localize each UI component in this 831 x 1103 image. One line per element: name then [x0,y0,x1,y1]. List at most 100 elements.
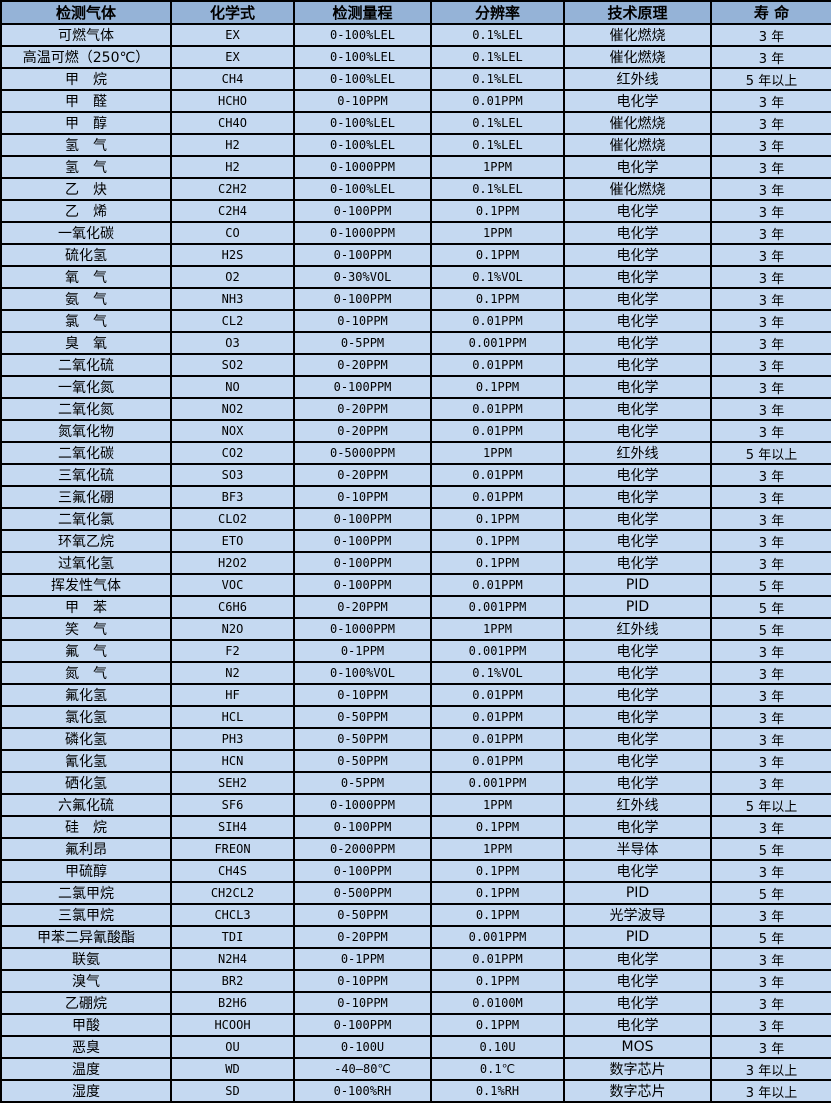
principle-cell: 电化学 [563,771,712,795]
range-cell: 0-100PPM [293,507,432,531]
range-cell: 0-2000PPM [293,837,432,861]
formula-cell: CLO2 [170,507,295,531]
gas-name-cell: 甲酸 [0,1013,172,1037]
range-cell: 0-10PPM [293,683,432,707]
gas-name-cell: 挥发性气体 [0,573,172,597]
principle-cell: 红外线 [563,441,712,465]
lifespan-cell: 3 年 [710,705,831,729]
table-row: 一氧化氮 NO 0-100PPM 0.1PPM 电化学 3 年 [0,375,831,399]
resolution-cell: 0.1%LEL [430,133,565,157]
lifespan-cell: 3 年 [710,529,831,553]
principle-cell: PID [563,573,712,597]
range-cell: 0-100PPM [293,199,432,223]
table-row: 氟化氢 HF 0-10PPM 0.01PPM 电化学 3 年 [0,683,831,707]
lifespan-cell: 3 年 [710,199,831,223]
table-row: 三氟化硼 BF3 0-10PPM 0.01PPM 电化学 3 年 [0,485,831,509]
lifespan-cell: 3 年 [710,111,831,135]
principle-cell: 电化学 [563,309,712,333]
gas-name-cell: 硅 烷 [0,815,172,839]
resolution-cell: 0.01PPM [430,309,565,333]
formula-cell: C6H6 [170,595,295,619]
lifespan-cell: 3 年 [710,661,831,685]
gas-name-cell: 氟利昂 [0,837,172,861]
principle-cell: 电化学 [563,507,712,531]
table-row: 硅 烷 SIH4 0-100PPM 0.1PPM 电化学 3 年 [0,815,831,839]
table-row: 磷化氢 PH3 0-50PPM 0.01PPM 电化学 3 年 [0,727,831,751]
principle-cell: 电化学 [563,705,712,729]
resolution-cell: 0.1PPM [430,375,565,399]
principle-cell: 半导体 [563,837,712,861]
gas-name-cell: 磷化氢 [0,727,172,751]
range-cell: 0-1PPM [293,947,432,971]
range-cell: 0-5PPM [293,771,432,795]
lifespan-cell: 3 年 [710,133,831,157]
gas-name-cell: 甲硫醇 [0,859,172,883]
table-row: 联氨 N2H4 0-1PPM 0.01PPM 电化学 3 年 [0,947,831,971]
formula-cell: CL2 [170,309,295,333]
range-cell: 0-20PPM [293,419,432,443]
table-row: 甲酸 HCOOH 0-100PPM 0.1PPM 电化学 3 年 [0,1013,831,1037]
table-row: 恶臭 OU 0-100U 0.10U MOS 3 年 [0,1035,831,1059]
principle-cell: 电化学 [563,1013,712,1037]
formula-cell: SO2 [170,353,295,377]
range-cell: 0-10PPM [293,969,432,993]
gas-name-cell: 甲 苯 [0,595,172,619]
table-row: 二氧化硫 SO2 0-20PPM 0.01PPM 电化学 3 年 [0,353,831,377]
principle-cell: MOS [563,1035,712,1059]
range-cell: 0-1000PPM [293,155,432,179]
principle-cell: 催化燃烧 [563,23,712,47]
range-cell: 0-20PPM [293,463,432,487]
gas-name-cell: 可燃气体 [0,23,172,47]
gas-name-cell: 氢 气 [0,155,172,179]
formula-cell: PH3 [170,727,295,751]
lifespan-cell: 3 年 [710,375,831,399]
gas-name-cell: 氮氧化物 [0,419,172,443]
range-cell: 0-100PPM [293,859,432,883]
table-row: 高温可燃（250℃） EX 0-100%LEL 0.1%LEL 催化燃烧 3 年 [0,45,831,69]
resolution-cell: 0.1%VOL [430,265,565,289]
principle-cell: 电化学 [563,265,712,289]
gas-name-cell: 联氨 [0,947,172,971]
table-row: 氟 气 F2 0-1PPM 0.001PPM 电化学 3 年 [0,639,831,663]
formula-cell: OU [170,1035,295,1059]
formula-cell: O3 [170,331,295,355]
principle-cell: 催化燃烧 [563,133,712,157]
lifespan-cell: 5 年 [710,925,831,949]
table-row: 甲硫醇 CH4S 0-100PPM 0.1PPM 电化学 3 年 [0,859,831,883]
principle-cell: 电化学 [563,155,712,179]
formula-cell: H2S [170,243,295,267]
principle-cell: 电化学 [563,969,712,993]
range-cell: 0-100%LEL [293,45,432,69]
table-row: 甲苯二异氰酸酯 TDI 0-20PPM 0.001PPM PID 5 年 [0,925,831,949]
range-cell: 0-1000PPM [293,221,432,245]
table-row: 二氧化碳 CO2 0-5000PPM 1PPM 红外线 5 年以上 [0,441,831,465]
resolution-cell: 0.01PPM [430,947,565,971]
resolution-cell: 0.1PPM [430,287,565,311]
resolution-cell: 0.1PPM [430,903,565,927]
principle-cell: 电化学 [563,221,712,245]
range-cell: 0-100PPM [293,375,432,399]
resolution-cell: 0.01PPM [430,353,565,377]
gas-name-cell: 三氧化硫 [0,463,172,487]
table-row: 甲 苯 C6H6 0-20PPM 0.001PPM PID 5 年 [0,595,831,619]
gas-name-cell: 过氧化氢 [0,551,172,575]
formula-cell: C2H4 [170,199,295,223]
gas-name-cell: 三氟化硼 [0,485,172,509]
lifespan-cell: 3 年 [710,485,831,509]
formula-cell: N2 [170,661,295,685]
resolution-cell: 0.1PPM [430,507,565,531]
gas-name-cell: 乙硼烷 [0,991,172,1015]
range-cell: 0-20PPM [293,595,432,619]
formula-cell: VOC [170,573,295,597]
table-row: 氢 气 H2 0-100%LEL 0.1%LEL 催化燃烧 3 年 [0,133,831,157]
principle-cell: 催化燃烧 [563,111,712,135]
principle-cell: 电化学 [563,661,712,685]
header-cell-gas: 检测气体 [0,0,172,25]
lifespan-cell: 5 年以上 [710,441,831,465]
range-cell: 0-1PPM [293,639,432,663]
header-row: 检测气体 化学式 检测量程 分辨率 技术原理 寿 命 [0,0,831,25]
lifespan-cell: 3 年 [710,991,831,1015]
header-cell-formula: 化学式 [170,0,295,25]
gas-name-cell: 高温可燃（250℃） [0,45,172,69]
principle-cell: PID [563,925,712,949]
